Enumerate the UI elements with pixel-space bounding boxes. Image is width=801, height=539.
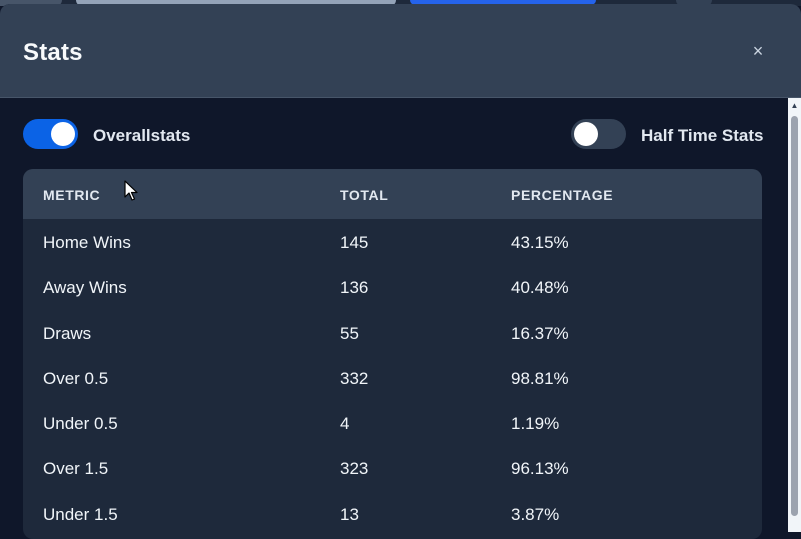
scrollbar[interactable]: ▲	[788, 98, 801, 532]
background-tab	[676, 0, 712, 6]
total-cell: 145	[340, 233, 369, 252]
percentage-cell: 98.81%	[511, 368, 569, 388]
toggle-knob	[574, 122, 598, 146]
overall-stats-label: Overallstats	[93, 126, 191, 145]
total-cell: 136	[340, 278, 369, 298]
table-row: Away Wins 136 40.48%	[23, 264, 762, 309]
percentage-cell: 16.37%	[511, 323, 569, 343]
total-cell: 332	[340, 368, 369, 388]
metric-cell: Away Wins	[43, 278, 127, 298]
table-header: METRIC TOTAL PERCENTAGE	[23, 169, 762, 219]
table-body: Home Wins 145 43.15% Away Wins 136 40.48% Draw…	[23, 219, 762, 536]
modal-title: Stats	[23, 39, 83, 66]
metric-cell: Over 1.5	[43, 459, 109, 479]
percentage-cell: 40.48%	[511, 278, 569, 298]
percentage-cell: 1.19%	[511, 414, 560, 434]
metric-cell: Under 1.5	[43, 504, 118, 524]
column-header-metric[interactable]: METRIC	[43, 187, 101, 203]
table-row: Home Wins 145 43.15%	[23, 219, 762, 264]
table-row: Under 0.5 4 1.19%	[23, 400, 762, 445]
percentage-cell: 96.13%	[511, 459, 569, 479]
table-row: Over 0.5 332 98.81%	[23, 355, 762, 400]
scrollbar-thumb[interactable]	[791, 116, 798, 516]
chevron-up-icon[interactable]: ▲	[790, 101, 799, 110]
half-time-stats-label: Half Time Stats	[641, 126, 764, 145]
column-header-total[interactable]: TOTAL	[340, 187, 389, 203]
table-row: Over 1.5 323 96.13%	[23, 445, 762, 490]
table-row: Draws 55 16.37%	[23, 310, 762, 355]
metric-cell: Home Wins	[43, 233, 131, 252]
total-cell: 13	[340, 504, 359, 524]
metric-cell: Over 0.5	[43, 368, 109, 388]
column-header-percentage[interactable]: PERCENTAGE	[511, 187, 614, 203]
background-tab	[0, 0, 62, 6]
background-tab	[76, 0, 396, 6]
metric-cell: Under 0.5	[43, 414, 118, 434]
toggle-knob	[51, 122, 75, 146]
total-cell: 4	[340, 414, 350, 434]
mouse-pointer-icon	[124, 180, 138, 201]
table-row: Under 1.5 13 3.87%	[23, 491, 762, 536]
percentage-cell: 3.87%	[511, 504, 560, 524]
background-bar	[0, 0, 801, 6]
percentage-cell: 43.15%	[511, 233, 569, 252]
total-cell: 323	[340, 459, 369, 479]
toggle-row: Overallstats Half Time Stats	[0, 118, 801, 152]
metric-cell: Draws	[43, 323, 92, 343]
close-icon[interactable]: ×	[752, 41, 764, 61]
stats-table: METRIC TOTAL PERCENTAGE Home Wins 145 43.1…	[23, 169, 762, 539]
half-time-stats-toggle[interactable]	[571, 119, 626, 149]
background-tab	[410, 0, 596, 5]
total-cell: 55	[340, 323, 359, 343]
modal-header: Stats ×	[0, 4, 801, 98]
overall-stats-toggle[interactable]	[23, 119, 78, 149]
